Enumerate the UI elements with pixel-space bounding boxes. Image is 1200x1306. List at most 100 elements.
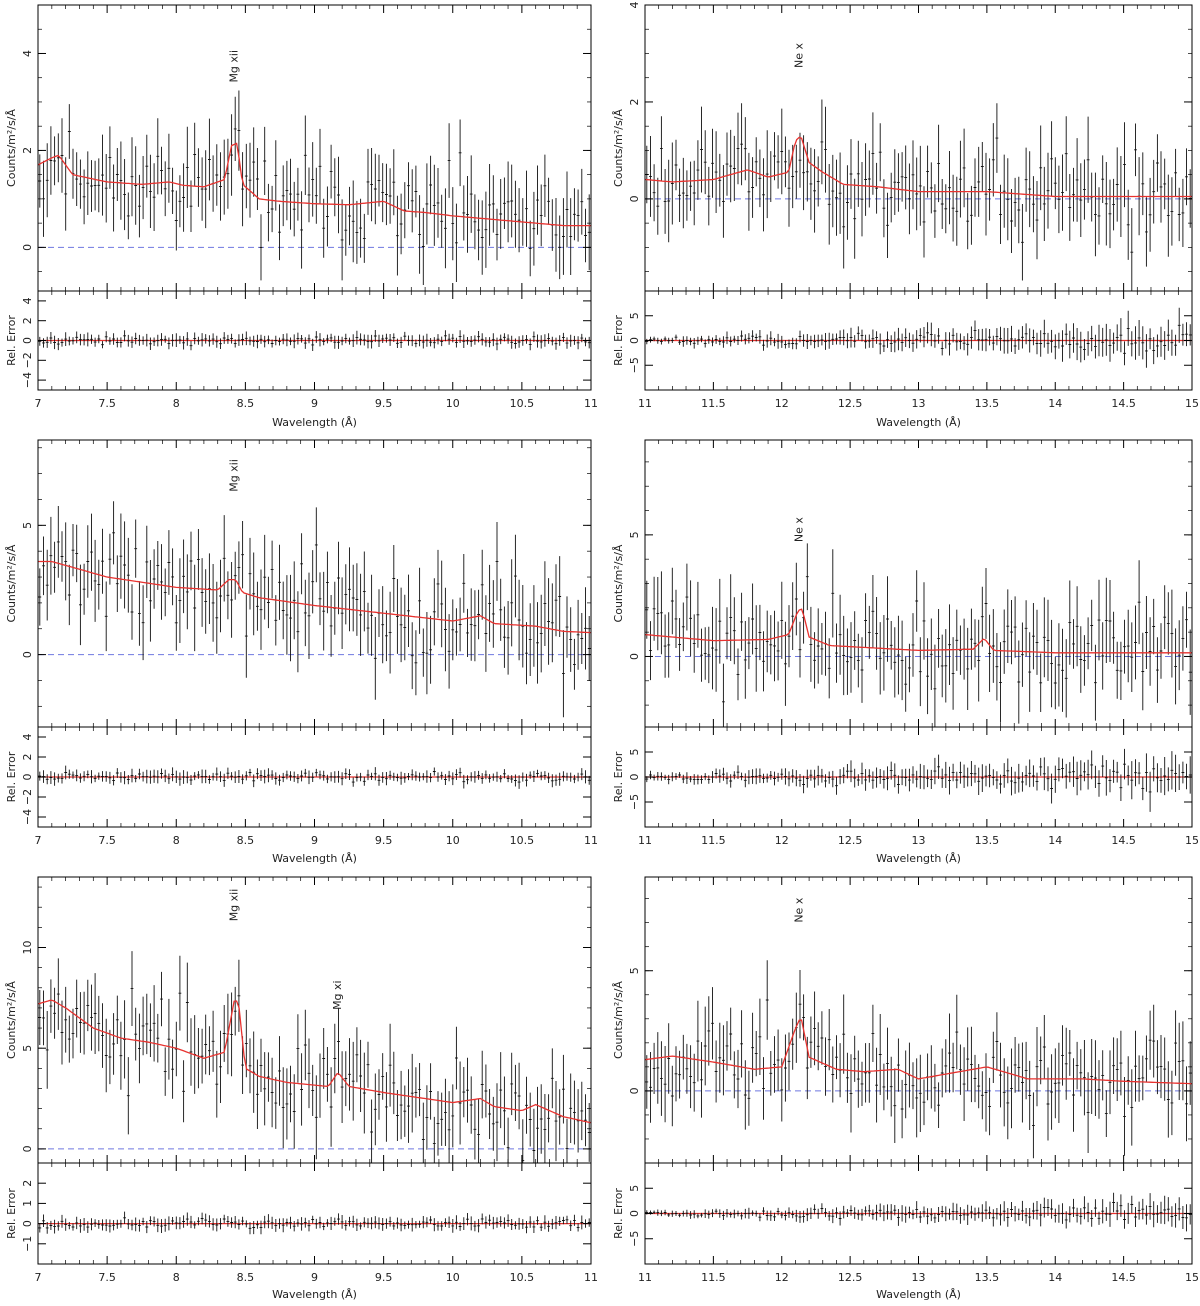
data-point <box>138 581 141 646</box>
residual-point <box>991 769 995 786</box>
residual-point <box>929 769 933 789</box>
residual-points <box>38 330 591 351</box>
x-tick-label: 12.5 <box>838 397 863 410</box>
data-point <box>714 608 718 692</box>
residual-point <box>660 772 663 781</box>
residual-point <box>550 774 554 788</box>
residual-point <box>1061 758 1064 779</box>
data-point <box>1134 123 1137 177</box>
residual-point <box>918 328 922 343</box>
data-point <box>60 118 64 193</box>
residual-point <box>71 337 75 345</box>
data-point <box>510 559 514 647</box>
residual-point <box>937 754 940 779</box>
residual-point <box>652 1210 656 1214</box>
residual-point <box>1072 323 1075 353</box>
residual-point <box>197 336 200 345</box>
data-point <box>67 1015 71 1063</box>
data-point <box>466 1057 469 1123</box>
data-point <box>399 587 403 663</box>
data-point <box>842 615 846 696</box>
data-point <box>510 1052 514 1116</box>
residual-point <box>488 774 491 783</box>
data-point <box>355 200 359 264</box>
residual-point <box>849 327 853 348</box>
data-point <box>867 605 871 659</box>
resid-y-tick-label: −5 <box>628 357 641 373</box>
data-point <box>1174 628 1177 705</box>
data-point <box>503 177 506 229</box>
data-point <box>798 132 802 188</box>
data-point <box>370 148 373 222</box>
data-point <box>667 159 671 243</box>
residual-point <box>937 1207 940 1222</box>
residual-point <box>937 328 940 344</box>
residual-point <box>1108 769 1112 793</box>
data-point <box>167 530 171 595</box>
residual-point <box>911 766 915 784</box>
data-point <box>776 1029 780 1091</box>
residual-point <box>674 773 678 780</box>
data-point <box>440 194 444 248</box>
data-point <box>193 564 197 652</box>
data-point <box>355 563 359 636</box>
residual-point <box>477 1219 480 1233</box>
residual-point <box>681 774 685 784</box>
resid-y-tick-label: 0 <box>628 774 641 781</box>
data-point <box>584 1094 587 1147</box>
data-point <box>991 1031 995 1083</box>
residual-point <box>488 1214 491 1226</box>
residual-point <box>267 1214 270 1229</box>
data-point <box>805 543 809 611</box>
data-point <box>178 175 182 228</box>
data-point <box>49 979 53 1033</box>
data-point <box>791 582 795 650</box>
data-point <box>911 140 915 210</box>
residual-point <box>667 774 671 785</box>
resid-y-axis-title: Rel. Error <box>612 751 625 802</box>
residual-point <box>1021 326 1024 349</box>
data-point <box>178 558 182 643</box>
residual-point <box>333 771 337 783</box>
data-point <box>991 123 995 197</box>
data-point <box>429 155 432 215</box>
residual-point <box>580 768 584 781</box>
data-point <box>499 578 503 641</box>
data-point <box>918 1054 922 1132</box>
residual-point <box>918 1211 922 1223</box>
data-point <box>115 555 119 612</box>
residual-point <box>707 1210 711 1219</box>
data-point <box>226 138 230 209</box>
data-point <box>988 158 991 221</box>
residual-point <box>915 770 919 788</box>
y-tick-label: 10 <box>21 940 34 954</box>
residual-point <box>211 1218 215 1231</box>
residual-point <box>93 1219 97 1227</box>
residual-point <box>780 768 784 780</box>
residual-point <box>64 1218 68 1231</box>
residual-point <box>689 776 692 783</box>
residual-point <box>285 333 289 347</box>
residual-point <box>656 1209 660 1216</box>
residual-point <box>725 772 729 785</box>
residual-point <box>670 1210 674 1217</box>
data-point <box>1050 121 1053 197</box>
residual-point <box>539 335 543 349</box>
residual-point <box>922 327 926 348</box>
data-point <box>119 513 123 599</box>
residual-point <box>248 768 252 777</box>
data-point <box>484 595 488 672</box>
data-point <box>1145 197 1148 267</box>
residual-point <box>805 334 809 349</box>
data-point <box>278 204 281 261</box>
residual-point <box>425 1217 429 1228</box>
data-point <box>281 1067 285 1149</box>
data-point <box>1028 151 1032 228</box>
data-point <box>678 618 681 671</box>
data-point <box>189 531 193 591</box>
residual-point <box>1024 323 1028 345</box>
residual-point <box>846 764 849 779</box>
data-point <box>539 184 543 247</box>
residual-point <box>722 336 725 348</box>
residual-point <box>1101 755 1105 777</box>
